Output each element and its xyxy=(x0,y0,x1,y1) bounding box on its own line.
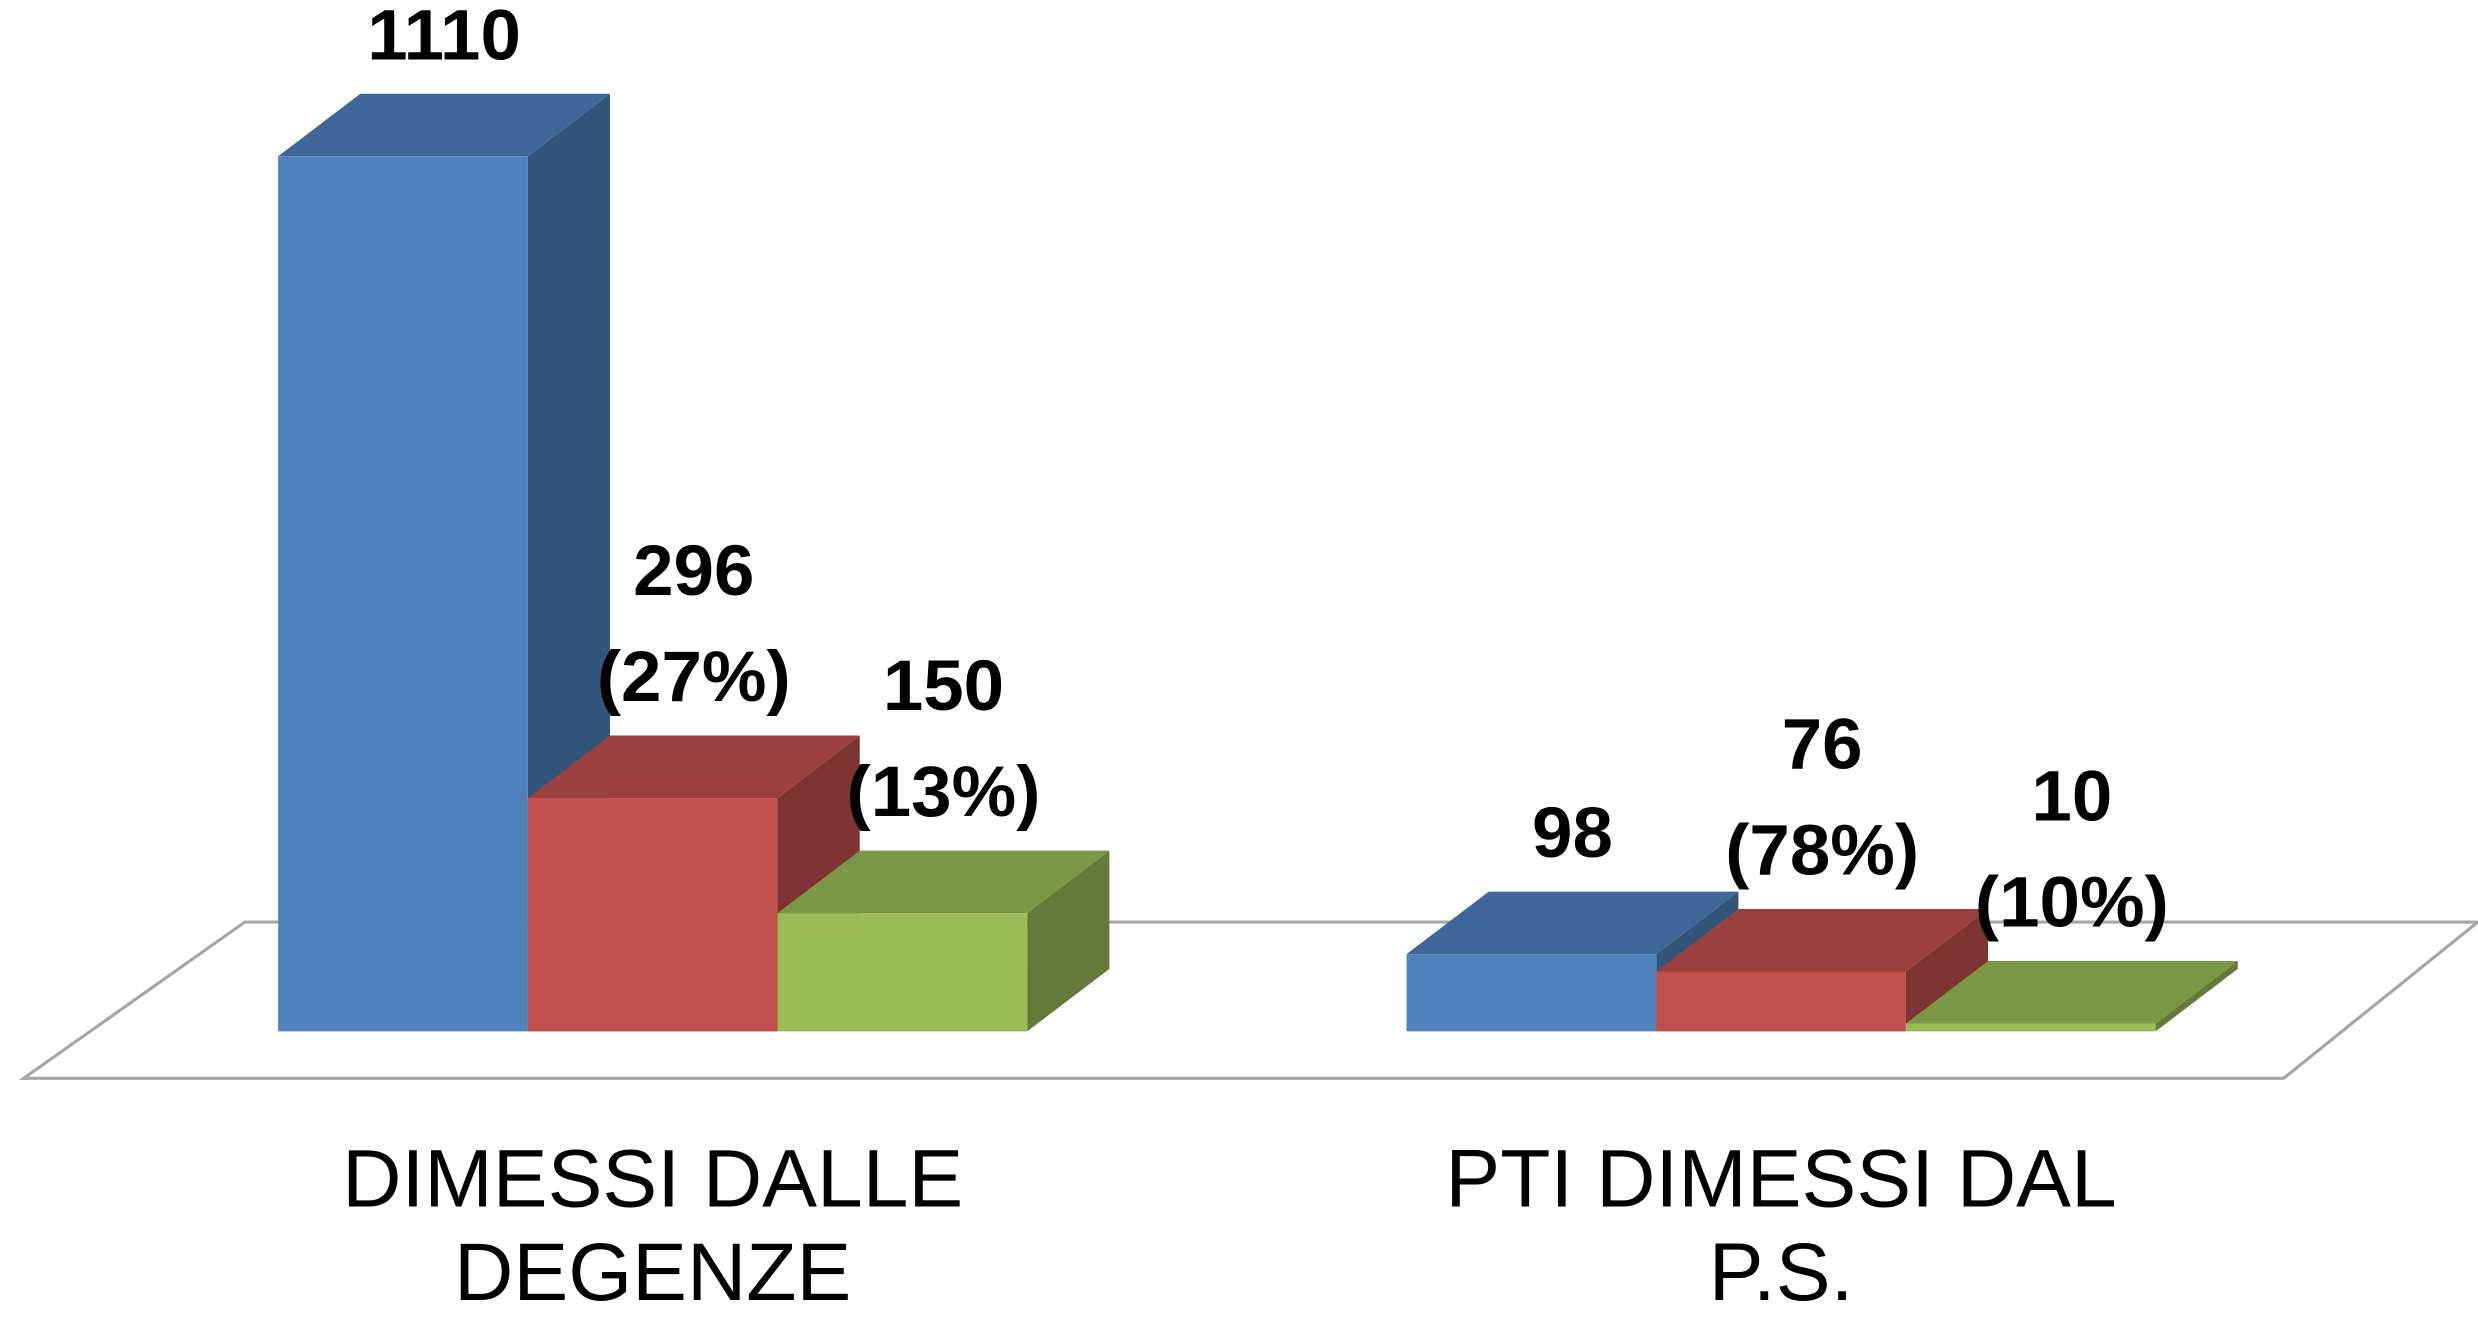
value-label: 296 (27%) xyxy=(597,531,791,717)
bar xyxy=(1656,908,1989,1032)
x-tick-label: DIMESSI DALLE DEGENZE xyxy=(342,1134,964,1319)
x-tick-label: PTI DIMESSI DAL P.S. xyxy=(1445,1134,2117,1319)
bar-top xyxy=(777,850,1110,914)
bar-front xyxy=(527,798,778,1032)
bar-front xyxy=(777,913,1028,1032)
value-label: 98 xyxy=(1532,794,1613,874)
bar-front xyxy=(1406,954,1657,1032)
bar-front xyxy=(1905,1023,2156,1032)
bar-top xyxy=(527,735,860,799)
bar-side xyxy=(1905,908,1989,1032)
bar-front xyxy=(1656,971,1906,1032)
value-label: 76 (78%) xyxy=(1725,705,1919,891)
bar xyxy=(1905,961,2238,1032)
category-label-box: DIMESSI DALLE DEGENZE xyxy=(342,1134,964,1319)
value-label: 1110 xyxy=(367,0,521,75)
value-label: 150 (13%) xyxy=(847,646,1041,832)
bar-side xyxy=(2155,961,2238,1032)
bar-top xyxy=(1656,908,1989,972)
bar-side xyxy=(1027,850,1110,1032)
bar xyxy=(278,93,611,1032)
bar-top xyxy=(278,93,611,157)
value-label: 10 (10%) xyxy=(1975,757,2169,943)
bar xyxy=(777,850,1110,1032)
bar-top xyxy=(1905,961,2238,1024)
bar-top xyxy=(1406,891,1739,955)
category-label-box: PTI DIMESSI DAL P.S. xyxy=(1445,1134,2117,1319)
bar-front xyxy=(278,156,528,1032)
